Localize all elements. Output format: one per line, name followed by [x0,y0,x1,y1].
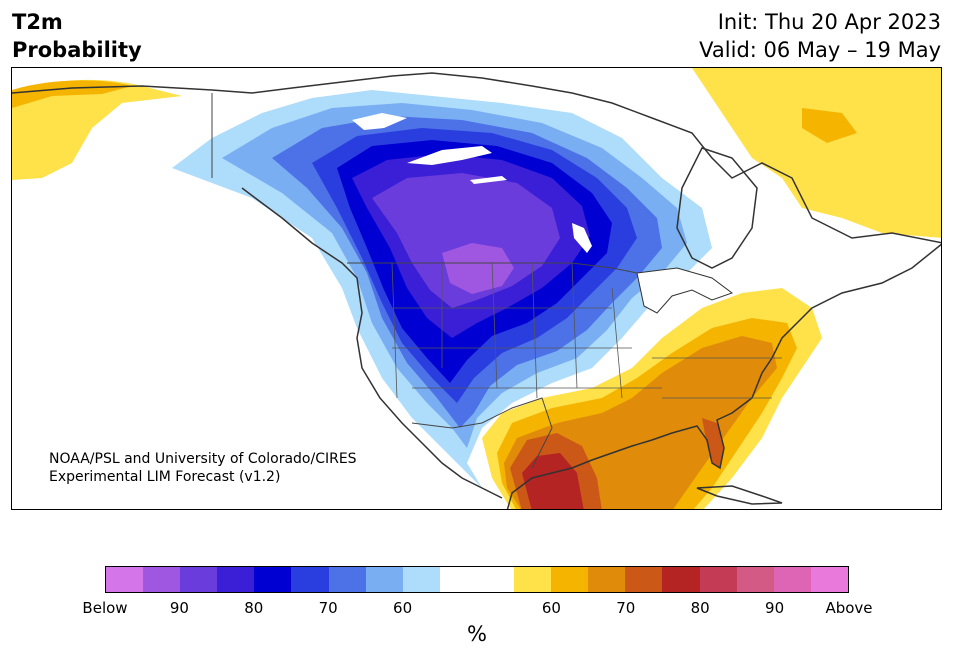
colorbar-tick-label: 90 [765,599,785,617]
lake-winnipeg [572,223,592,253]
colorbar-segment [143,567,181,592]
water-bodies [352,113,734,314]
gulf-mexico-coast [506,472,553,509]
forecast-dates: Init: Thu 20 Apr 2023 Valid: 06 May – 19… [699,8,941,64]
great-slave-lake [407,146,492,165]
colorbar-segment [588,567,626,592]
atlantic-coast [551,243,941,474]
title-line-1: T2m [12,10,63,34]
colorbar-tick-label: 70 [318,599,338,617]
colorbar-segment [106,567,144,592]
colorbar-segment [217,567,255,592]
init-date: Init: Thu 20 Apr 2023 [717,10,941,34]
pacific-coast [241,187,503,499]
colorbar-segment [551,567,589,592]
probability-map [12,68,941,509]
colorbar-segment [476,567,515,592]
colorbar-segment [328,567,366,592]
arctic-coast [12,72,941,244]
colorbar-tick-label: 60 [541,599,561,617]
colorbar-segment [699,567,737,592]
colorbar-tick-label: 70 [616,599,636,617]
colorbar-segment [773,567,811,592]
colorbar-segment [402,567,440,592]
state-lines [391,262,782,399]
great-bear-lake [352,113,407,130]
colorbar-segment [439,567,477,592]
coastlines [12,72,941,509]
mexico-warm-5 [522,453,584,509]
colorbar-segment [180,567,218,592]
colorbar-segment [291,567,329,592]
colorbar-tick-label: 80 [690,599,710,617]
colorbar-unit: % [467,622,487,646]
colorbar-segment [662,567,700,592]
valid-range: Valid: 06 May – 19 May [699,38,941,62]
quebec-warm-core [802,108,857,143]
credit-line-1: NOAA/PSL and University of Colorado/CIRE… [49,451,357,467]
colorbar-tick-label: 80 [244,599,264,617]
colorbar-segment [514,567,552,592]
colorbar-segment [254,567,292,592]
colorbar-tick-label: Below [82,599,128,617]
hudson-bay-coast [676,147,758,269]
colorbar-segment [736,567,774,592]
florida-warm [702,418,724,468]
colorbar-tick-label: 60 [393,599,413,617]
warm-anomaly-areas [12,68,941,509]
colorbar-segment [365,567,403,592]
title-line-2: Probability [12,38,142,62]
credit-annotation: NOAA/PSL and University of Colorado/CIRE… [49,450,357,486]
map-panel [11,67,942,510]
canada-arctic-warm [12,79,182,180]
colorbar-segment [810,567,848,592]
cuba [696,485,783,505]
colorbar-segment [625,567,663,592]
credit-line-2: Experimental LIM Forecast (v1.2) [49,469,281,485]
cold-level-8 [442,243,514,294]
map-title: T2m Probability [12,8,142,64]
great-lakes [636,267,734,314]
colorbar-tick-label: 90 [169,599,189,617]
us-mexico-border [411,397,553,469]
political-borders [211,93,782,469]
colorbar-tick-label: Above [825,599,873,617]
us-canada-border [347,262,638,274]
cold-level-7 [372,173,560,308]
quebec-warm [692,68,941,238]
colorbar [105,566,849,593]
lake-athabasca [470,176,507,184]
